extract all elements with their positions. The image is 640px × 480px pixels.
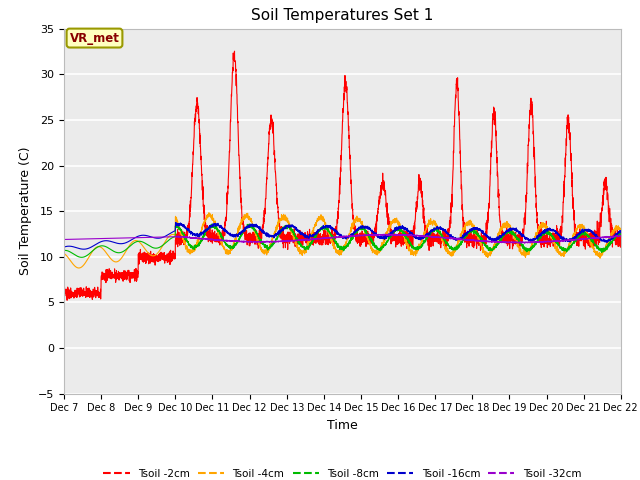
Tsoil -8cm [407, 243, 415, 249]
Tsoil -16cm [617, 228, 625, 234]
Tsoil -4cm [617, 227, 625, 232]
Tsoil -2cm [564, 112, 572, 118]
Tsoil -2cm [617, 235, 625, 240]
Tsoil -32cm [216, 238, 223, 243]
Tsoil -16cm [172, 220, 180, 226]
Tsoil -4cm [75, 265, 83, 271]
Text: VR_met: VR_met [70, 32, 120, 45]
X-axis label: Time: Time [327, 419, 358, 432]
Tsoil -2cm [617, 230, 625, 236]
Tsoil -4cm [564, 245, 572, 251]
Tsoil -16cm [80, 246, 88, 252]
Tsoil -8cm [397, 228, 404, 234]
Tsoil -32cm [564, 237, 572, 243]
Tsoil -4cm [407, 248, 415, 253]
Tsoil -2cm [397, 236, 404, 242]
Tsoil -8cm [78, 254, 86, 260]
Tsoil -8cm [216, 231, 223, 237]
Tsoil -16cm [180, 223, 188, 228]
Tsoil -32cm [397, 232, 404, 238]
Title: Soil Temperatures Set 1: Soil Temperatures Set 1 [252, 9, 433, 24]
Y-axis label: Soil Temperature (C): Soil Temperature (C) [19, 147, 33, 276]
Tsoil -2cm [407, 232, 415, 238]
Tsoil -4cm [60, 251, 68, 256]
Tsoil -16cm [407, 231, 415, 237]
Tsoil -8cm [564, 245, 572, 251]
Line: Tsoil -2cm: Tsoil -2cm [64, 51, 621, 300]
Tsoil -4cm [180, 236, 188, 241]
Tsoil -2cm [180, 239, 188, 244]
Tsoil -16cm [564, 237, 572, 243]
Tsoil -32cm [386, 231, 394, 237]
Legend: Tsoil -2cm, Tsoil -4cm, Tsoil -8cm, Tsoil -16cm, Tsoil -32cm: Tsoil -2cm, Tsoil -4cm, Tsoil -8cm, Tsoi… [99, 465, 586, 480]
Tsoil -32cm [509, 240, 517, 246]
Tsoil -32cm [617, 233, 625, 239]
Line: Tsoil -8cm: Tsoil -8cm [64, 224, 621, 257]
Tsoil -8cm [180, 232, 188, 238]
Tsoil -4cm [216, 233, 223, 239]
Tsoil -2cm [60, 286, 68, 291]
Tsoil -32cm [179, 234, 187, 240]
Tsoil -2cm [63, 298, 71, 303]
Tsoil -16cm [60, 244, 68, 250]
Tsoil -4cm [617, 228, 625, 234]
Tsoil -16cm [617, 230, 625, 236]
Tsoil -4cm [205, 210, 212, 216]
Tsoil -8cm [208, 221, 216, 227]
Tsoil -32cm [406, 232, 414, 238]
Tsoil -8cm [617, 231, 625, 237]
Tsoil -16cm [216, 223, 223, 228]
Line: Tsoil -32cm: Tsoil -32cm [64, 234, 621, 243]
Line: Tsoil -16cm: Tsoil -16cm [64, 223, 621, 249]
Line: Tsoil -4cm: Tsoil -4cm [64, 213, 621, 268]
Tsoil -8cm [60, 248, 68, 253]
Tsoil -32cm [617, 233, 625, 239]
Tsoil -2cm [230, 48, 238, 54]
Tsoil -32cm [60, 237, 68, 242]
Tsoil -2cm [216, 234, 223, 240]
Tsoil -16cm [397, 224, 404, 229]
Tsoil -8cm [617, 231, 625, 237]
Tsoil -4cm [397, 225, 404, 231]
